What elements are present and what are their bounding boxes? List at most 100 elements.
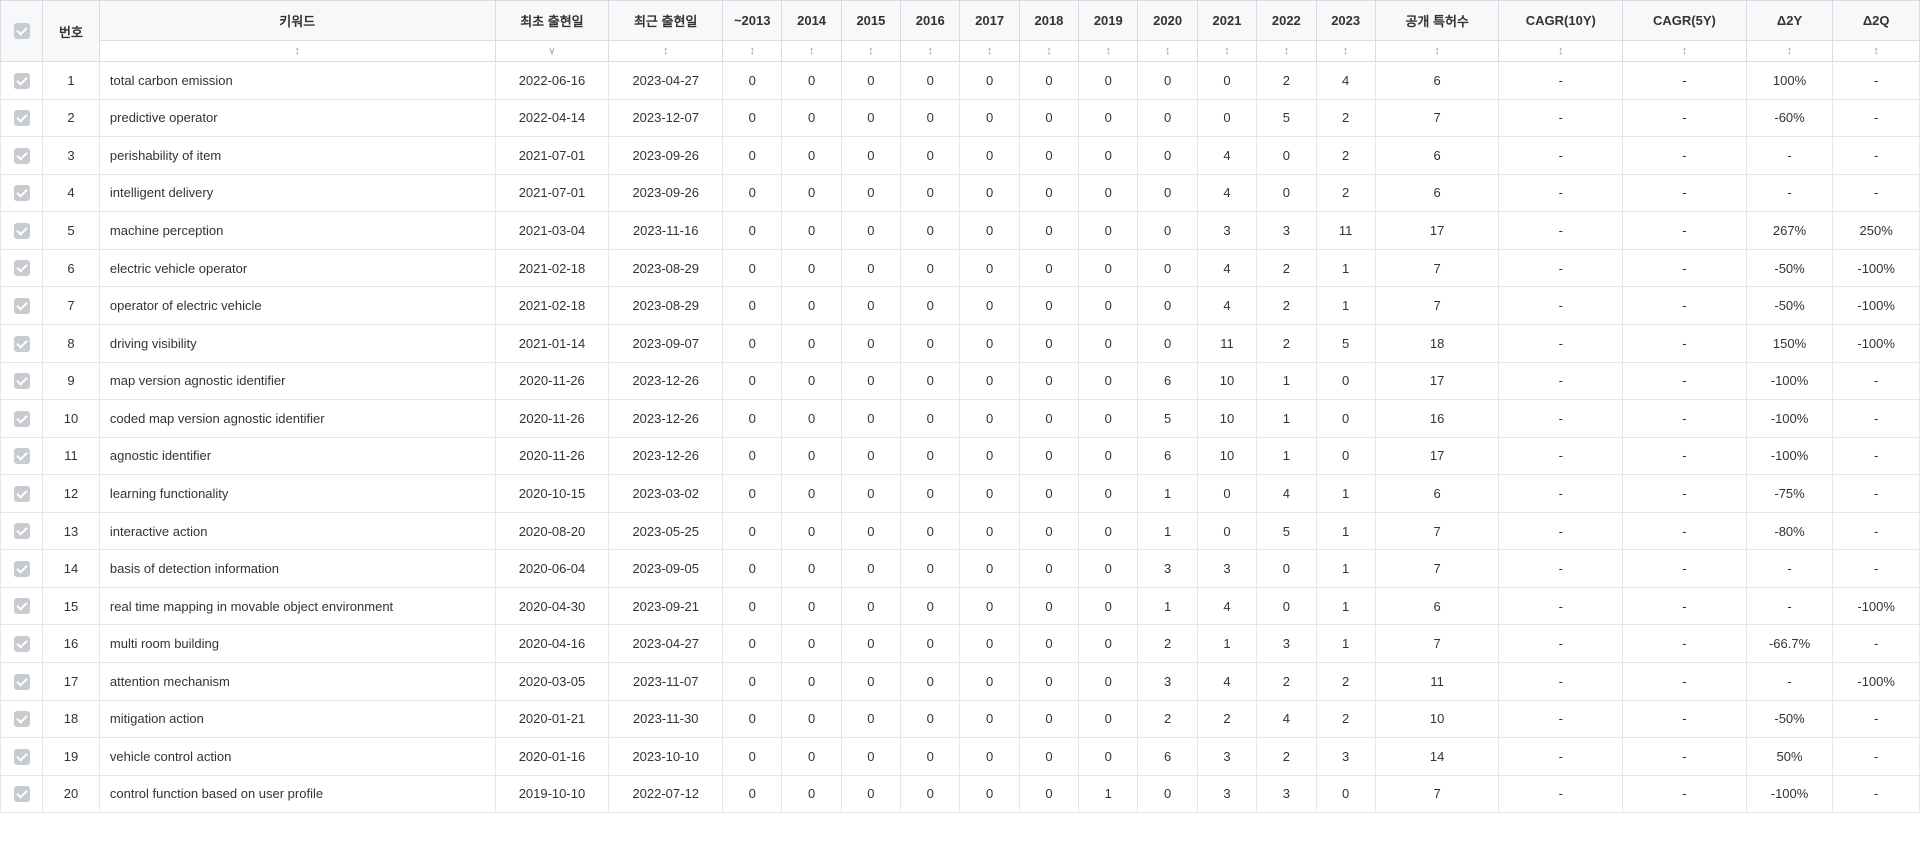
row-checkbox[interactable] [14, 260, 30, 276]
header-2016[interactable]: 2016 [901, 1, 960, 41]
row-checkbox[interactable] [14, 223, 30, 239]
header-last-date[interactable]: 최근 출현일 [609, 1, 723, 41]
row-checkbox[interactable] [14, 73, 30, 89]
sort-last-date[interactable] [609, 41, 723, 62]
row-year-0: 0 [723, 212, 782, 250]
row-d2y: -60% [1746, 99, 1833, 137]
sort-2020[interactable] [1138, 41, 1197, 62]
row-year-10: 1 [1316, 512, 1375, 550]
row-keyword[interactable]: intelligent delivery [99, 174, 495, 212]
row-keyword[interactable]: driving visibility [99, 324, 495, 362]
row-keyword[interactable]: vehicle control action [99, 738, 495, 776]
sort-2015[interactable] [841, 41, 900, 62]
row-checkbox-cell [1, 475, 43, 513]
header-2014[interactable]: 2014 [782, 1, 841, 41]
row-keyword[interactable]: predictive operator [99, 99, 495, 137]
header-2017[interactable]: 2017 [960, 1, 1019, 41]
row-keyword[interactable]: electric vehicle operator [99, 249, 495, 287]
row-last-date: 2023-12-26 [609, 362, 723, 400]
table-row: 10coded map version agnostic identifier2… [1, 400, 1920, 438]
row-checkbox[interactable] [14, 448, 30, 464]
row-first-date: 2020-11-26 [495, 400, 609, 438]
sort-d2y[interactable] [1746, 41, 1833, 62]
sort-d2q[interactable] [1833, 41, 1920, 62]
row-keyword[interactable]: interactive action [99, 512, 495, 550]
row-keyword[interactable]: operator of electric vehicle [99, 287, 495, 325]
row-year-4: 0 [960, 99, 1019, 137]
row-d2y: -80% [1746, 512, 1833, 550]
row-keyword[interactable]: perishability of item [99, 137, 495, 175]
row-total: 7 [1375, 249, 1499, 287]
row-checkbox[interactable] [14, 561, 30, 577]
row-year-0: 0 [723, 287, 782, 325]
row-keyword[interactable]: agnostic identifier [99, 437, 495, 475]
sort-2016[interactable] [901, 41, 960, 62]
sort-first-date[interactable] [495, 41, 609, 62]
sort-2023[interactable] [1316, 41, 1375, 62]
sort-cagr5[interactable] [1623, 41, 1747, 62]
header-2023[interactable]: 2023 [1316, 1, 1375, 41]
row-first-date: 2020-10-15 [495, 475, 609, 513]
sort-2019[interactable] [1079, 41, 1138, 62]
row-checkbox[interactable] [14, 486, 30, 502]
row-keyword[interactable]: basis of detection information [99, 550, 495, 588]
sort-2018[interactable] [1019, 41, 1078, 62]
row-checkbox[interactable] [14, 711, 30, 727]
header-d2q[interactable]: Δ2Q [1833, 1, 1920, 41]
row-keyword[interactable]: mitigation action [99, 700, 495, 738]
row-checkbox[interactable] [14, 185, 30, 201]
row-d2y: -66.7% [1746, 625, 1833, 663]
row-year-4: 0 [960, 362, 1019, 400]
header-2015[interactable]: 2015 [841, 1, 900, 41]
sort-both-icon [1106, 45, 1112, 57]
sort-2014[interactable] [782, 41, 841, 62]
sort-2017[interactable] [960, 41, 1019, 62]
row-keyword[interactable]: learning functionality [99, 475, 495, 513]
header-first-date[interactable]: 최초 출현일 [495, 1, 609, 41]
row-year-10: 2 [1316, 663, 1375, 701]
sort-2021[interactable] [1197, 41, 1256, 62]
sort-cagr10[interactable] [1499, 41, 1623, 62]
row-checkbox[interactable] [14, 749, 30, 765]
row-keyword[interactable]: multi room building [99, 625, 495, 663]
row-keyword[interactable]: attention mechanism [99, 663, 495, 701]
row-checkbox[interactable] [14, 636, 30, 652]
row-year-8: 4 [1197, 137, 1256, 175]
row-keyword[interactable]: coded map version agnostic identifier [99, 400, 495, 438]
row-checkbox[interactable] [14, 523, 30, 539]
row-checkbox[interactable] [14, 298, 30, 314]
header-number[interactable]: 번호 [43, 1, 100, 62]
row-year-3: 0 [901, 287, 960, 325]
row-checkbox[interactable] [14, 336, 30, 352]
sort-keyword[interactable] [99, 41, 495, 62]
header-total[interactable]: 공개 특허수 [1375, 1, 1499, 41]
header-2019[interactable]: 2019 [1079, 1, 1138, 41]
header-d2y[interactable]: Δ2Y [1746, 1, 1833, 41]
header-keyword[interactable]: 키워드 [99, 1, 495, 41]
row-checkbox[interactable] [14, 786, 30, 802]
header-2021[interactable]: 2021 [1197, 1, 1256, 41]
row-checkbox[interactable] [14, 674, 30, 690]
row-checkbox[interactable] [14, 373, 30, 389]
header-2018[interactable]: 2018 [1019, 1, 1078, 41]
row-keyword[interactable]: control function based on user profile [99, 775, 495, 813]
header-2022[interactable]: 2022 [1257, 1, 1316, 41]
row-keyword[interactable]: real time mapping in movable object envi… [99, 587, 495, 625]
select-all-checkbox[interactable] [14, 23, 30, 39]
row-year-3: 0 [901, 62, 960, 100]
row-first-date: 2021-02-18 [495, 249, 609, 287]
header-2020[interactable]: 2020 [1138, 1, 1197, 41]
row-checkbox[interactable] [14, 411, 30, 427]
sort-total[interactable] [1375, 41, 1499, 62]
sort-pre2013[interactable] [723, 41, 782, 62]
row-checkbox[interactable] [14, 598, 30, 614]
row-keyword[interactable]: total carbon emission [99, 62, 495, 100]
sort-2022[interactable] [1257, 41, 1316, 62]
header-cagr5[interactable]: CAGR(5Y) [1623, 1, 1747, 41]
row-checkbox[interactable] [14, 148, 30, 164]
row-keyword[interactable]: machine perception [99, 212, 495, 250]
header-pre2013[interactable]: ~2013 [723, 1, 782, 41]
header-cagr10[interactable]: CAGR(10Y) [1499, 1, 1623, 41]
row-checkbox[interactable] [14, 110, 30, 126]
row-keyword[interactable]: map version agnostic identifier [99, 362, 495, 400]
